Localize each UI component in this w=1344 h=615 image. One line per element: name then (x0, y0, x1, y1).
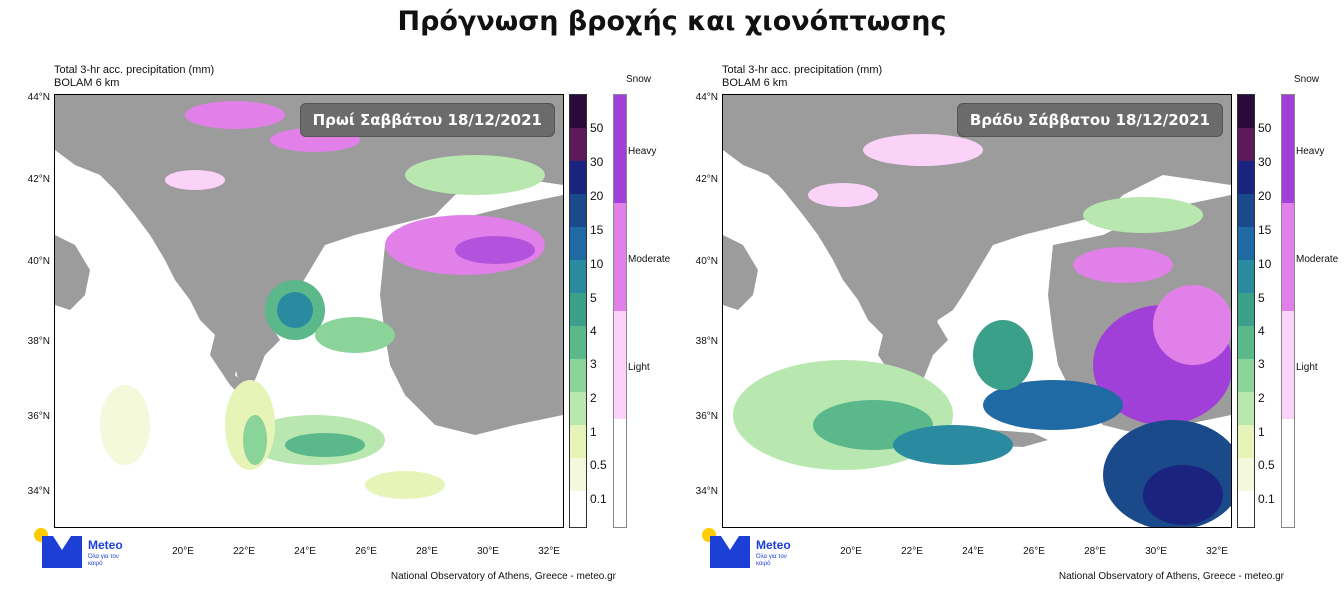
rain-scale-label: 2 (1258, 391, 1265, 405)
rain-scale-label: 30 (590, 155, 604, 169)
rain-scale-label: 20 (590, 189, 604, 203)
land-italy (55, 235, 90, 310)
snow-scale-label: Moderate (628, 254, 671, 265)
snow-scale-label: Moderate (1296, 254, 1339, 265)
lon-label: 28°E (1084, 546, 1106, 557)
rain-scale-label: 0.5 (590, 458, 607, 472)
map-panel-morning: Total 3-hr acc. precipitation (mm) BOLAM… (12, 56, 671, 604)
date-label: Πρωί Σαββάτου 18/12/2021 (299, 103, 555, 137)
credit-text: National Observatory of Athens, Greece -… (1058, 571, 1284, 582)
lon-label: 20°E (840, 546, 862, 557)
lat-label: 42°N (695, 174, 718, 185)
model-header: BOLAM 6 km (54, 77, 120, 89)
rain-scale-label: 4 (590, 324, 597, 338)
rain-scale-label: 2 (590, 391, 597, 405)
lon-label: 32°E (1206, 546, 1228, 557)
precipitation-map: Βράδυ Σάββατου 18/12/2021 (722, 94, 1232, 528)
lon-label: 30°E (477, 546, 499, 557)
lat-label: 34°N (695, 486, 718, 497)
lat-label: 42°N (27, 174, 50, 185)
map-graphic (723, 95, 1231, 527)
date-label: Βράδυ Σάββατου 18/12/2021 (956, 103, 1223, 137)
meteo-m-icon (42, 536, 82, 568)
map-panel-evening: Total 3-hr acc. precipitation (mm) BOLAM… (680, 56, 1339, 604)
rain-scale-label: 5 (1258, 291, 1265, 305)
snow-scale-label: Heavy (628, 146, 657, 157)
rain-colorbar (1237, 94, 1255, 528)
snow-scale-label: Heavy (1296, 146, 1325, 157)
lon-label: 32°E (538, 546, 560, 557)
lat-label: 40°N (27, 256, 50, 267)
rain-scale-label: 0.1 (590, 492, 607, 506)
lon-label: 26°E (355, 546, 377, 557)
lat-label: 44°N (27, 92, 50, 103)
meteo-m-icon (710, 536, 750, 568)
rain-scale-label: 1 (590, 425, 597, 439)
meteo-logo: Meteo Όλα για τον καιρό (702, 528, 822, 576)
rain-scale-label: 10 (590, 257, 604, 271)
credit-text: National Observatory of Athens, Greece -… (390, 571, 616, 582)
lon-label: 24°E (294, 546, 316, 557)
rain-scale-label: 15 (1258, 223, 1272, 237)
precip-header: Total 3-hr acc. precipitation (mm) (722, 64, 883, 76)
snow-colorbar (613, 94, 627, 528)
lon-label: 30°E (1145, 546, 1167, 557)
rain-scale-label: 10 (1258, 257, 1272, 271)
precip-header: Total 3-hr acc. precipitation (mm) (54, 64, 215, 76)
rain-scale-label: 30 (1258, 155, 1272, 169)
land-peloponnese (225, 310, 280, 390)
rain-colorbar (569, 94, 587, 528)
snow-scale-title: Snow (626, 74, 652, 85)
rain-scale-label: 0.1 (1258, 492, 1275, 506)
lon-label: 22°E (901, 546, 923, 557)
rain-scale-label: 3 (590, 357, 597, 371)
rain-scale-label: 5 (590, 291, 597, 305)
map-graphic (55, 95, 563, 527)
lon-label: 28°E (416, 546, 438, 557)
lat-label: 36°N (27, 411, 50, 422)
meteo-logo: Meteo Όλα για τον καιρό (34, 528, 154, 576)
lat-label: 40°N (695, 256, 718, 267)
logo-name: Meteo (88, 538, 123, 552)
lon-label: 26°E (1023, 546, 1045, 557)
precipitation-map: Πρωί Σαββάτου 18/12/2021 (54, 94, 564, 528)
land-balkans (723, 95, 1231, 395)
snow-colorbar (1281, 94, 1295, 528)
rain-scale-label: 20 (1258, 189, 1272, 203)
snow-scale-title: Snow (1294, 74, 1320, 85)
land-italy (723, 235, 758, 310)
rain-scale-label: 3 (1258, 357, 1265, 371)
lat-label: 34°N (27, 486, 50, 497)
rain-scale-label: 50 (590, 121, 604, 135)
lat-label: 38°N (27, 336, 50, 347)
snow-scale-label: Light (1296, 362, 1318, 373)
rain-scale-label: 0.5 (1258, 458, 1275, 472)
page-title: Πρόγνωση βροχής και χιονόπτωσης (397, 6, 947, 37)
lon-label: 22°E (233, 546, 255, 557)
logo-tagline: Όλα για τον καιρό (756, 554, 787, 567)
logo-tagline: Όλα για τον καιρό (88, 554, 119, 567)
rain-scale-label: 50 (1258, 121, 1272, 135)
land-peloponnese (893, 310, 948, 390)
rain-scale-label: 1 (1258, 425, 1265, 439)
snow-scale-label: Light (628, 362, 650, 373)
lon-label: 20°E (172, 546, 194, 557)
logo-name: Meteo (756, 538, 791, 552)
lat-label: 36°N (695, 411, 718, 422)
rain-scale-label: 15 (590, 223, 604, 237)
model-header: BOLAM 6 km (722, 77, 788, 89)
lon-label: 24°E (962, 546, 984, 557)
lat-label: 38°N (695, 336, 718, 347)
lat-label: 44°N (695, 92, 718, 103)
rain-scale-label: 4 (1258, 324, 1265, 338)
